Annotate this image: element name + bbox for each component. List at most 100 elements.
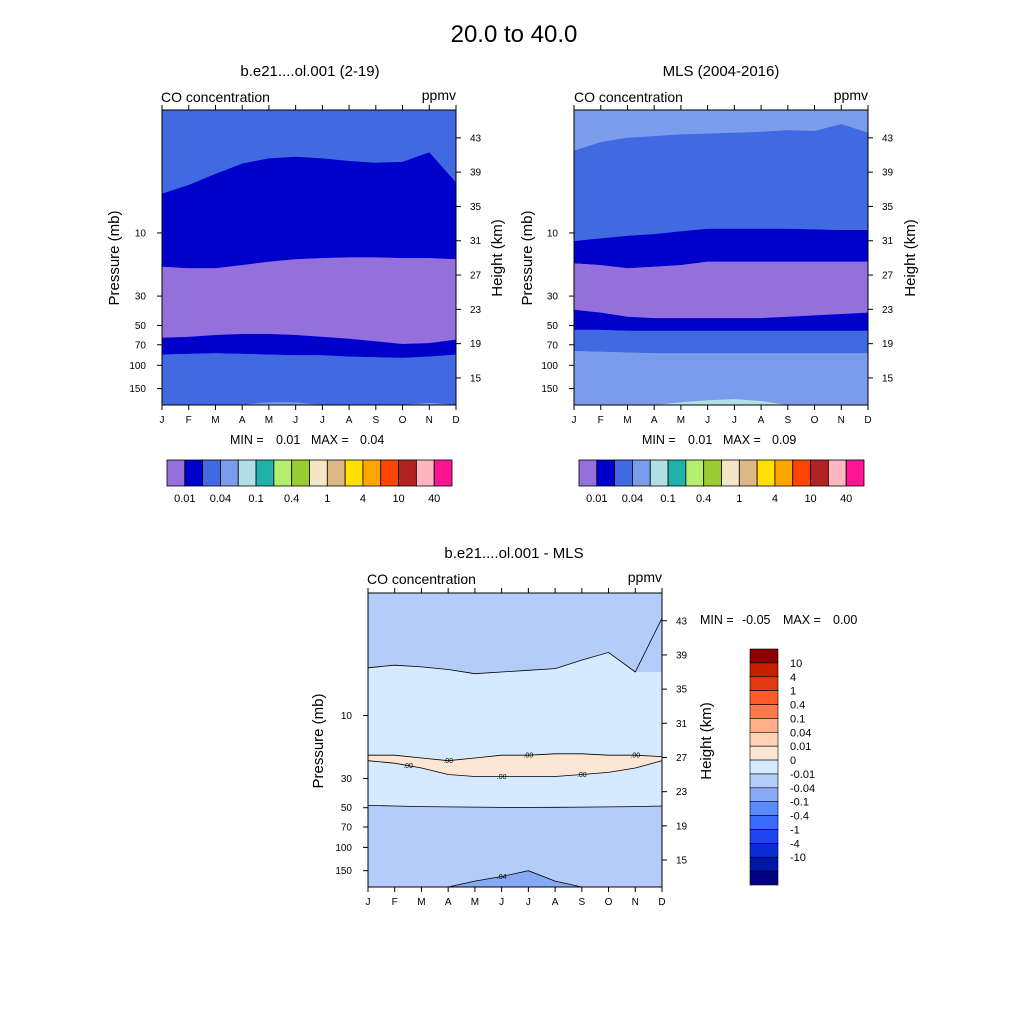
x-tick-label: M — [265, 415, 273, 426]
plot-frame: J F M A M J J A S O N D 10 30 50 70 100 150 43 39 35 31 27 23 19… — [129, 105, 482, 426]
colorbar-box — [614, 459, 633, 487]
min-value: 0.01 — [276, 433, 300, 447]
colorbar-label: 40 — [840, 493, 852, 505]
height-tick-label: 39 — [882, 168, 894, 179]
colorbar-box — [220, 459, 239, 487]
max-value: 0.00 — [833, 613, 857, 627]
colorbar-box — [749, 843, 779, 858]
x-tick-label: J — [320, 415, 325, 426]
colorbar-box — [810, 459, 829, 487]
colorbar-label: 10 — [790, 658, 802, 670]
x-tick-label: N — [838, 415, 845, 426]
contour-fill-band — [574, 399, 868, 405]
colorbar-box — [202, 459, 221, 487]
contour-fill-band — [368, 652, 662, 761]
x-tick-label: A — [651, 415, 658, 426]
colorbar-box — [237, 459, 257, 487]
contour-label: .00 — [577, 772, 587, 779]
pressure-tick-label: 10 — [547, 228, 559, 239]
stats-text: MIN = 0.01 MAX = 0.04 — [230, 433, 384, 447]
colorbar-box — [756, 459, 776, 487]
colorbar-box — [749, 676, 779, 691]
contour-fill-band — [574, 329, 868, 354]
pressure-tick-label: 150 — [541, 384, 558, 395]
pressure-axis-label: Pressure (mb) — [519, 210, 536, 305]
panel-title-difference: b.e21....ol.001 - MLS — [444, 545, 583, 562]
min-value: -0.05 — [742, 613, 771, 627]
contour-layers — [368, 593, 662, 887]
colorbar-label: -0.04 — [790, 783, 815, 795]
colorbar-box — [749, 829, 779, 844]
x-tick-label: M — [417, 897, 425, 908]
height-tick-label: 23 — [882, 305, 894, 316]
height-axis-label: Height (km) — [698, 702, 715, 780]
contour-layers — [162, 110, 456, 405]
colorbar-box — [721, 459, 740, 487]
contour-fill-band — [368, 870, 662, 887]
colorbar-box — [703, 459, 722, 487]
colorbar-label: 10 — [392, 493, 404, 505]
contour-fill-band — [574, 228, 868, 269]
x-tick-label: M — [623, 415, 631, 426]
pressure-tick-label: 70 — [547, 340, 559, 351]
x-tick-label: S — [372, 415, 379, 426]
x-tick-label: M — [471, 897, 479, 908]
colorbar-label: 40 — [428, 493, 440, 505]
height-tick-label: 15 — [882, 373, 894, 384]
figure-title: 20.0 to 40.0 — [451, 21, 578, 48]
contour-fill-band — [162, 152, 456, 269]
colorbar: 0.01 0.04 0.1 0.4 1 4 10 40 — [166, 459, 453, 505]
plot-border — [573, 109, 869, 406]
colorbar-label: -1 — [790, 824, 800, 836]
height-tick-label: 19 — [676, 821, 688, 832]
colorbar-box — [749, 773, 779, 789]
contour-layers — [574, 110, 868, 405]
x-tick-label: O — [605, 897, 613, 908]
pressure-tick-label: 10 — [341, 711, 353, 722]
x-tick-label: F — [598, 415, 604, 426]
x-tick-label: A — [239, 415, 246, 426]
height-axis-label: Height (km) — [489, 219, 506, 297]
colorbar-box — [309, 459, 328, 487]
pressure-tick-label: 70 — [135, 340, 147, 351]
colorbar-box — [184, 459, 204, 487]
plot-frame: J F M A M J J A S O N D 10 30 50 70 100 150 43 39 35 31 27 23 19… — [541, 105, 894, 426]
height-tick-label: 35 — [882, 202, 894, 213]
contour-labels: .00 .00 .00 .00 .00 .00 .04 — [403, 753, 640, 881]
contour-line — [367, 618, 663, 675]
max-label: MAX = — [311, 433, 349, 447]
colorbar-box — [649, 459, 669, 487]
x-tick-label: M — [211, 415, 219, 426]
height-tick-label: 31 — [882, 236, 894, 247]
colorbar: 10 4 1 0.40.1 0.04 0.01 0 -0.01 -0.04 -0.1 -0.4-1 -… — [749, 648, 815, 886]
colorbar-label: -10 — [790, 852, 806, 864]
colorbar-box — [166, 459, 186, 487]
pressure-tick-label: 50 — [135, 321, 147, 332]
pressure-tick-label: 150 — [129, 384, 146, 395]
colorbar-box — [749, 801, 779, 816]
plot-border — [367, 592, 663, 888]
x-tick-label: N — [426, 415, 433, 426]
contour-fill-band — [162, 353, 456, 405]
panel-title-model: b.e21....ol.001 (2-19) — [240, 63, 379, 80]
x-tick-label: J — [572, 415, 577, 426]
colorbar-box — [273, 459, 293, 487]
colorbar-label: -0.1 — [790, 797, 809, 809]
corner-label-right: ppmv — [834, 87, 868, 103]
colorbar-box — [749, 690, 779, 705]
plot-border — [161, 109, 457, 406]
contour-label: .00 — [523, 753, 533, 760]
corner-label-right: ppmv — [422, 87, 456, 103]
x-tick-label: J — [499, 897, 504, 908]
colorbar-label: 0.01 — [174, 493, 195, 505]
colorbar-box — [667, 459, 687, 487]
x-tick-label: S — [784, 415, 791, 426]
x-tick-label: F — [392, 897, 398, 908]
colorbar-label: -0.4 — [790, 811, 809, 823]
height-tick-label: 27 — [676, 753, 688, 764]
colorbar-box — [433, 459, 453, 487]
colorbar-label: 0.01 — [586, 493, 607, 505]
max-value: 0.09 — [772, 433, 796, 447]
colorbar-box — [792, 459, 811, 487]
colorbar-box — [380, 459, 399, 487]
